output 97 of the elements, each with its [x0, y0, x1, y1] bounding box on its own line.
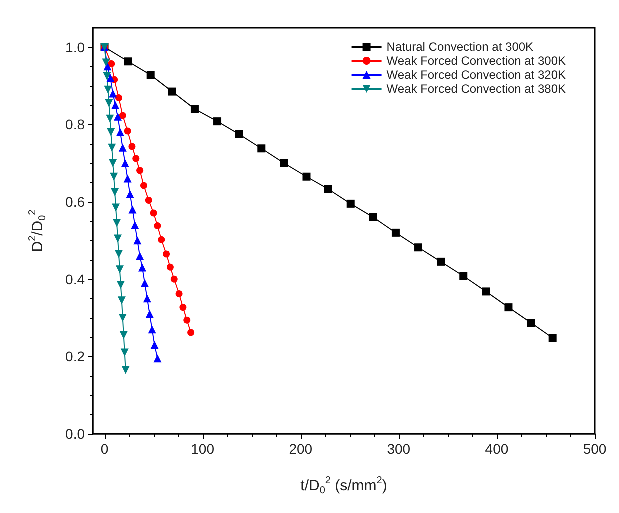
- y-tick-label: 0.6: [66, 194, 86, 210]
- legend-label: Natural Convection at 300K: [386, 40, 534, 54]
- point: [158, 236, 166, 244]
- point: [437, 258, 446, 266]
- point: [104, 86, 112, 94]
- point: [150, 341, 159, 350]
- y-tick-label: 0.4: [66, 271, 86, 288]
- point: [146, 71, 155, 80]
- y-axis-title: D2/D02: [28, 209, 48, 252]
- x-tick-label: 400: [485, 441, 509, 457]
- point: [346, 200, 355, 208]
- point: [131, 221, 140, 230]
- point: [122, 366, 130, 374]
- point: [188, 329, 195, 336]
- x-tick-label: 200: [289, 441, 313, 457]
- point: [128, 143, 136, 150]
- point: [132, 155, 140, 162]
- point: [121, 159, 130, 168]
- point: [102, 58, 110, 67]
- point: [143, 294, 152, 303]
- point: [120, 331, 128, 340]
- point: [166, 264, 174, 271]
- y-tick-label: 1.0: [66, 39, 86, 56]
- point: [154, 222, 162, 230]
- point: [154, 354, 162, 363]
- point: [105, 99, 114, 108]
- point: [280, 159, 288, 168]
- legend-label: Weak Forced Convection at 380K: [386, 82, 566, 96]
- point: [140, 182, 148, 190]
- point: [548, 334, 557, 342]
- point: [108, 144, 116, 152]
- point: [109, 90, 118, 98]
- legend-label: Weak Forced Convection at 300K: [386, 54, 566, 68]
- point: [115, 94, 122, 102]
- point: [114, 250, 123, 258]
- point: [112, 204, 120, 212]
- point: [369, 213, 378, 222]
- point: [106, 114, 114, 123]
- point: [109, 159, 118, 168]
- point: [118, 314, 127, 322]
- point: [168, 88, 176, 96]
- point: [116, 281, 125, 290]
- point: [134, 236, 142, 245]
- point: [136, 252, 144, 260]
- point: [113, 219, 122, 228]
- point: [116, 128, 124, 136]
- y-tick-label: 0.0: [66, 426, 86, 442]
- point: [180, 304, 187, 312]
- point: [126, 190, 134, 198]
- x-tick-label: 100: [191, 441, 215, 457]
- point: [258, 144, 266, 153]
- point: [116, 266, 124, 274]
- point: [114, 112, 122, 121]
- y-tick-label: 0.2: [66, 348, 86, 365]
- point: [324, 185, 332, 194]
- point: [184, 316, 191, 324]
- point: [106, 74, 115, 82]
- point: [103, 72, 112, 80]
- point: [119, 112, 126, 120]
- point: [163, 250, 170, 258]
- point: [108, 60, 116, 68]
- point: [124, 58, 132, 66]
- x-tick-label: 0: [100, 441, 109, 457]
- point: [111, 188, 120, 196]
- point: [140, 279, 149, 288]
- point: [235, 130, 244, 138]
- point: [138, 264, 147, 272]
- point: [146, 310, 154, 318]
- point: [150, 210, 158, 217]
- point: [460, 272, 468, 280]
- point: [527, 319, 536, 328]
- x-tick-label: 300: [387, 441, 411, 457]
- point: [114, 234, 122, 243]
- point: [504, 304, 513, 312]
- point: [107, 128, 116, 136]
- point: [392, 228, 400, 237]
- point: [148, 326, 156, 334]
- point: [170, 276, 178, 283]
- point: [118, 144, 127, 152]
- point: [302, 172, 311, 181]
- point: [145, 196, 152, 204]
- point: [112, 101, 120, 110]
- point: [124, 174, 132, 183]
- point: [124, 128, 132, 135]
- point: [482, 288, 490, 296]
- point: [190, 105, 199, 114]
- point: [120, 348, 129, 357]
- x-tick-label: 500: [583, 441, 607, 457]
- legend-label: Weak Forced Convection at 320K: [386, 68, 566, 82]
- point: [118, 296, 126, 305]
- point: [414, 244, 423, 252]
- y-tick-label: 0.8: [66, 116, 86, 133]
- point: [136, 167, 144, 174]
- point: [176, 290, 183, 298]
- point: [110, 172, 118, 181]
- point: [128, 206, 137, 214]
- point: [214, 118, 222, 126]
